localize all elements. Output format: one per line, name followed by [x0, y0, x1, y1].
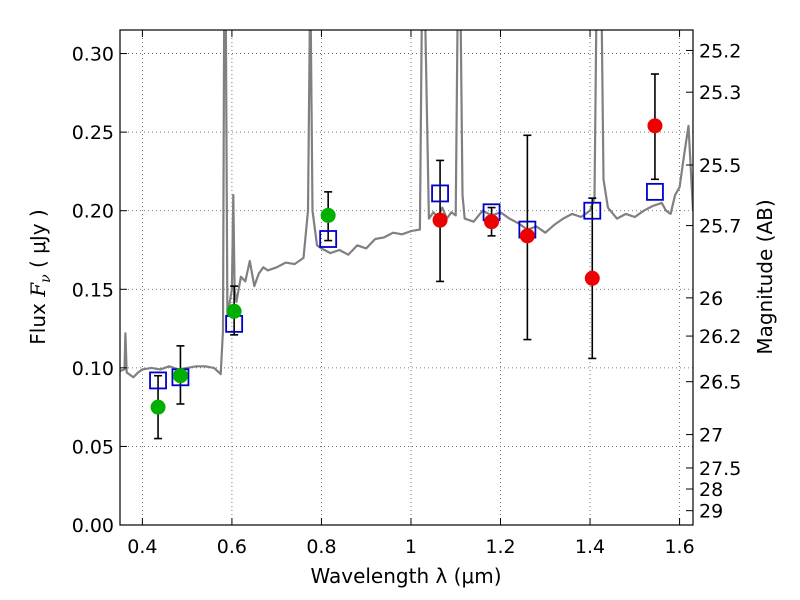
- green-point: [226, 303, 242, 319]
- y-tick-label: 0.15: [72, 279, 114, 301]
- axis-ticks: 0.4 0.6 0.8 1 1.2 1.4 1.6 0.00 0.05 0.10 0.15 0.20 0…: [72, 30, 741, 558]
- y-axis-label-var: F: [26, 282, 50, 298]
- mag-tick-label: 26: [699, 288, 723, 310]
- plot-background: [120, 30, 693, 525]
- red-point: [432, 212, 448, 228]
- mag-tick-label: 25.3: [699, 82, 741, 104]
- model-square: [319, 230, 338, 248]
- mag-tick-label: 25.7: [699, 216, 741, 238]
- mag-tick-label: 25.2: [699, 40, 741, 62]
- x-tick-label: 1.2: [485, 536, 515, 558]
- y-axis-label: Flux Fν ( μJy ): [26, 209, 54, 344]
- mag-tick-label: 26.5: [699, 372, 741, 394]
- green-point: [320, 207, 336, 223]
- grid-lines: [120, 30, 693, 526]
- y-tick-label: 0.10: [72, 358, 114, 380]
- model-square: [149, 371, 167, 390]
- y-axis-label-suffix: ( μJy ): [26, 209, 50, 274]
- x-tick-label: 1.4: [575, 536, 605, 558]
- y2-axis-label: Magnitude (AB): [753, 199, 777, 354]
- y-tick-label: 0.20: [72, 201, 114, 223]
- mag-tick-label: 27: [699, 425, 723, 447]
- y-tick-label: 0.30: [72, 44, 114, 66]
- mag-tick-label: 28: [699, 479, 723, 501]
- plot-frame: [119, 29, 694, 526]
- mag-tick-label: 29: [699, 501, 723, 523]
- x-tick-label: 0.6: [217, 536, 247, 558]
- y-tick-label: 0.00: [72, 515, 114, 537]
- y-axis-label-sub: ν: [38, 274, 54, 283]
- y-axis-label-prefix: Flux: [26, 297, 50, 345]
- red-point: [647, 118, 663, 134]
- model-square: [583, 201, 602, 220]
- x-tick-label: 0.4: [127, 536, 157, 558]
- mag-tick-label: 27.5: [699, 458, 741, 480]
- mag-tick-label: 26.2: [699, 326, 741, 348]
- x-tick-label: 1.6: [664, 536, 694, 558]
- model-square: [646, 182, 664, 201]
- plot-area: [120, 30, 693, 440]
- mag-tick-label: 25.5: [699, 155, 741, 177]
- x-axis-label: Wavelength λ (μm): [310, 564, 501, 588]
- model-square: [431, 184, 449, 203]
- x-tick-label: 1: [405, 536, 417, 558]
- y-tick-label: 0.25: [72, 122, 114, 144]
- green-point: [150, 399, 166, 415]
- red-point: [519, 228, 535, 244]
- x-tick-label: 0.8: [306, 536, 336, 558]
- green-point: [172, 368, 188, 384]
- red-point: [484, 214, 500, 230]
- spectrum-line: [120, 30, 693, 379]
- y-tick-label: 0.05: [72, 436, 114, 458]
- red-point: [584, 270, 600, 286]
